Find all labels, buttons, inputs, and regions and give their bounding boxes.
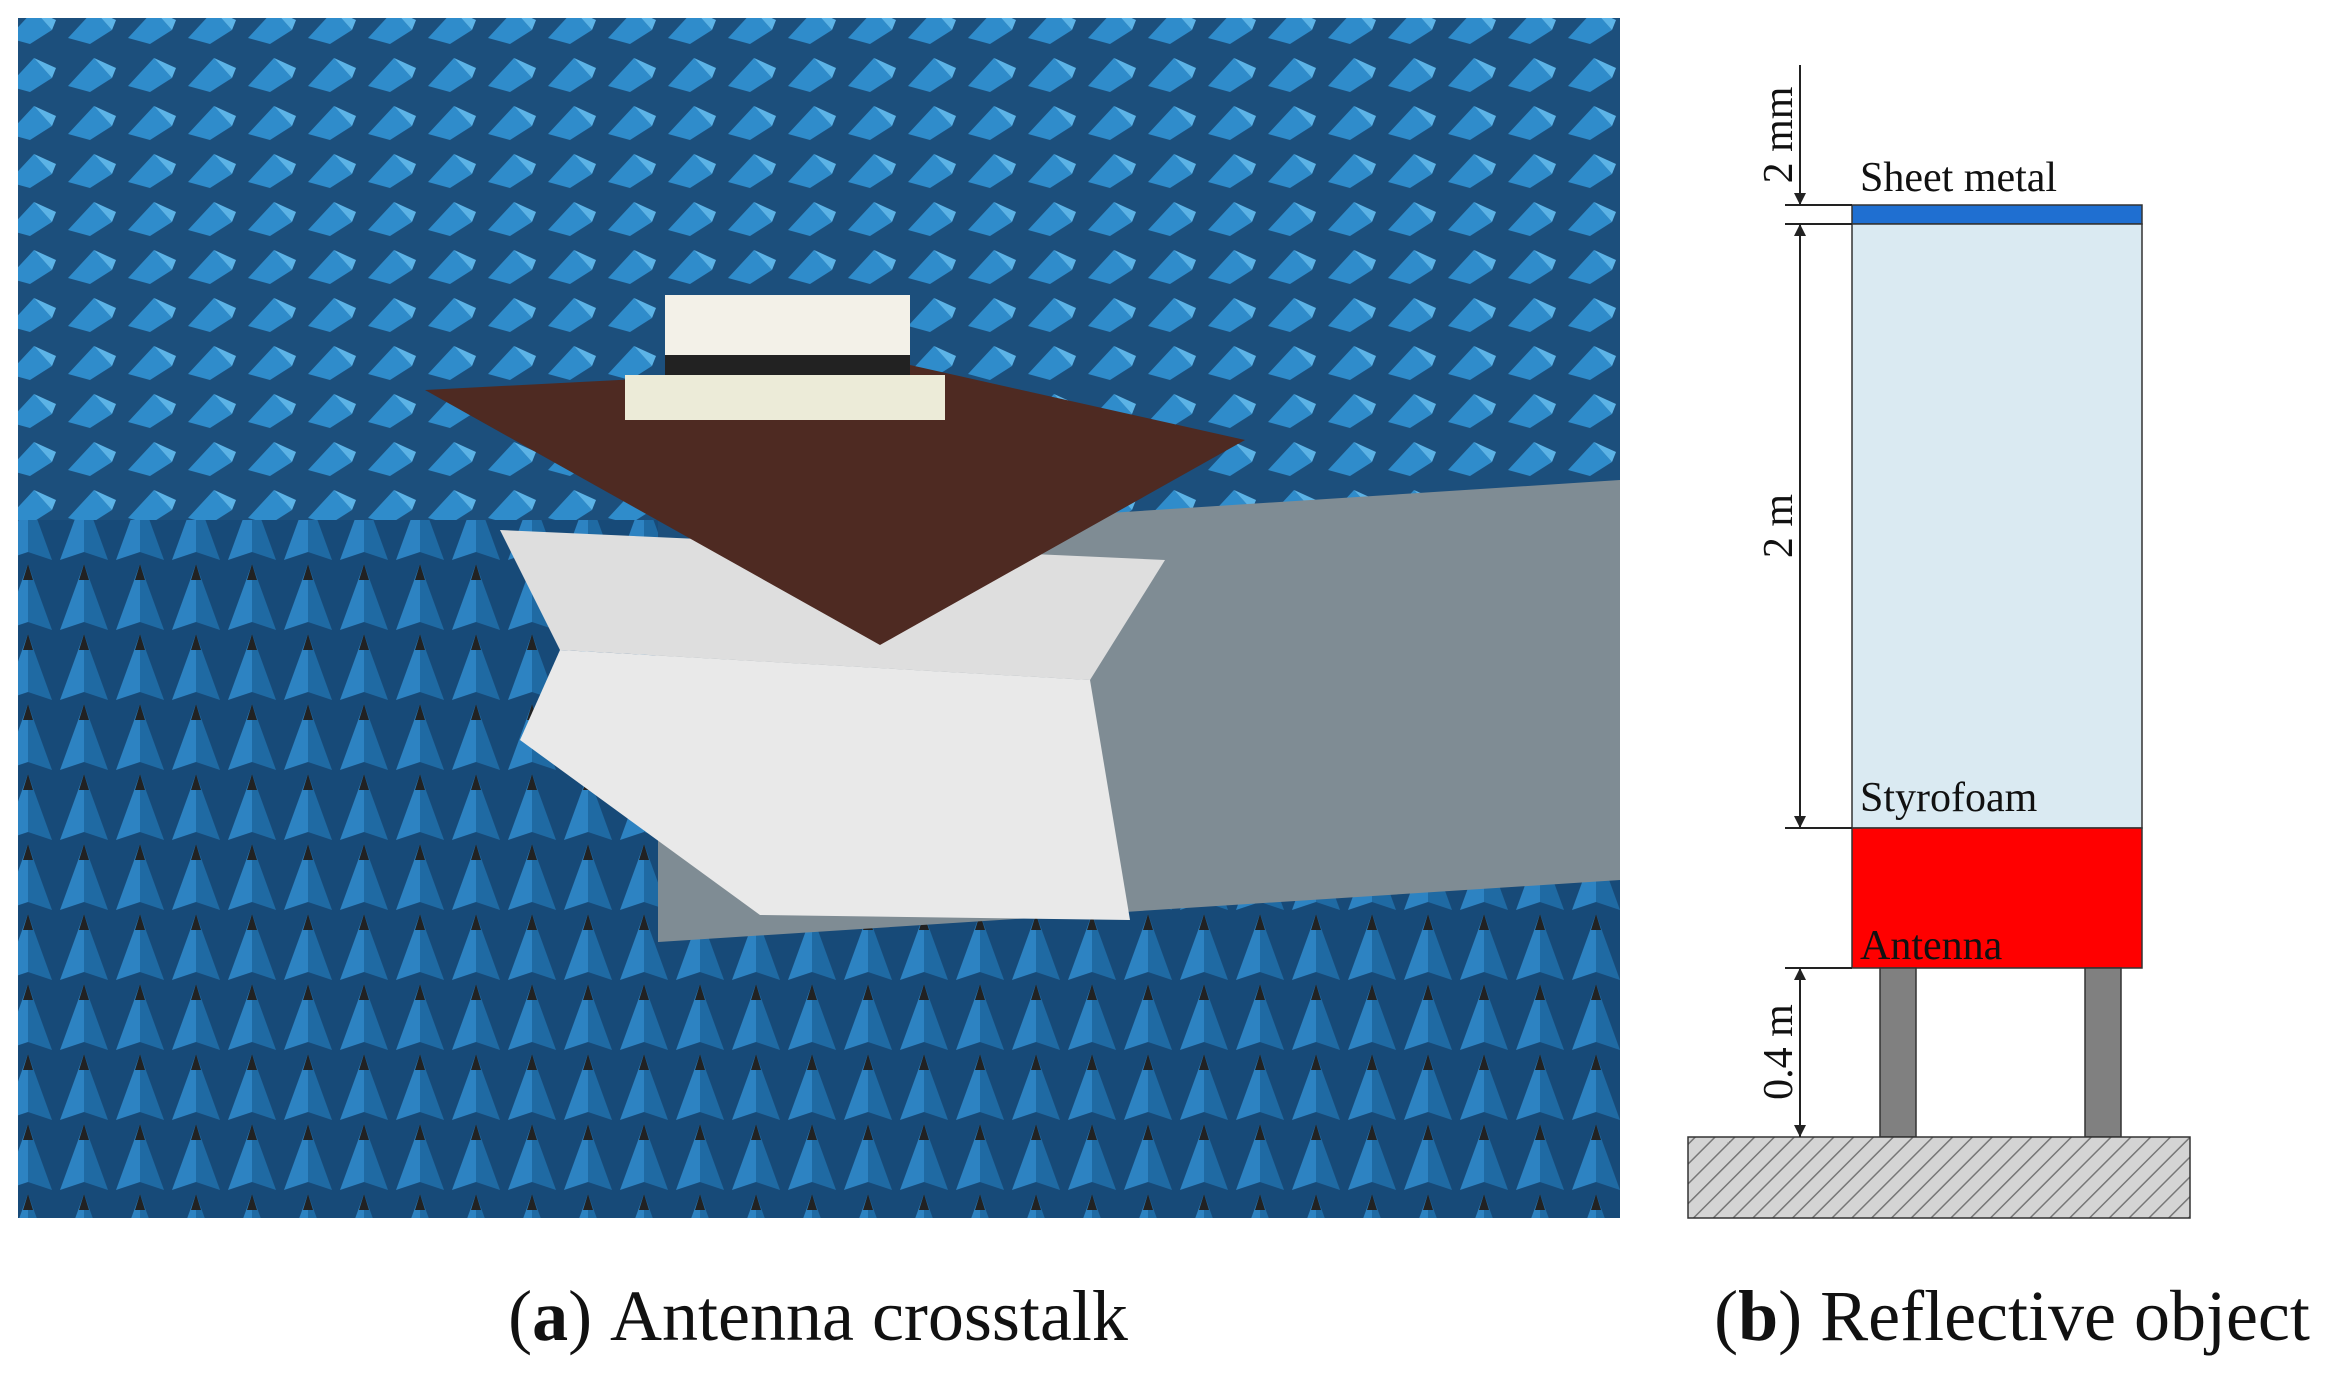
sheet-metal [1851,204,2143,225]
antenna-block [1851,827,2143,969]
caption-paren: ( [508,1276,532,1356]
caption-text: Antenna crosstalk [610,1276,1128,1356]
antenna-box [665,295,910,355]
arrowhead [1794,193,1806,205]
arrowhead [1794,1125,1806,1137]
caption-letter: b [1738,1276,1778,1356]
ground [1687,1136,2191,1219]
arrowhead [1794,968,1806,980]
diagram: 2 mm 2 m 0.4 m Sheet metal Styrofoam Ant… [1687,65,2191,1219]
caption: (a) Antenna crosstalk [508,1276,1128,1356]
table-top [425,365,1245,645]
caption-text: Reflective object [1820,1276,2310,1356]
styrofoam [1851,223,2143,829]
photo [18,18,1620,1218]
caption-paren: ) [568,1276,592,1356]
layer-label: Sheet metal [1860,155,2057,201]
stand-front [520,650,1130,920]
leg [1879,967,1917,1138]
leg [2084,967,2122,1138]
dimension-label: 2 mm [1756,86,1802,183]
caption-paren: ( [1714,1276,1738,1356]
arrowhead [1794,816,1806,828]
absorbers-front [380,880,1620,1218]
caption-letter: a [532,1276,568,1356]
layer-label: Antenna [1860,923,2003,969]
antenna-support [625,375,945,420]
layer-label: Styrofoam [1860,775,2038,821]
dimension-label: 0.4 m [1756,1004,1802,1100]
caption-paren: ) [1778,1276,1802,1356]
dimension-label: 2 m [1756,494,1802,559]
caption: (b) Reflective object [1714,1276,2310,1356]
arrowhead [1794,224,1806,236]
